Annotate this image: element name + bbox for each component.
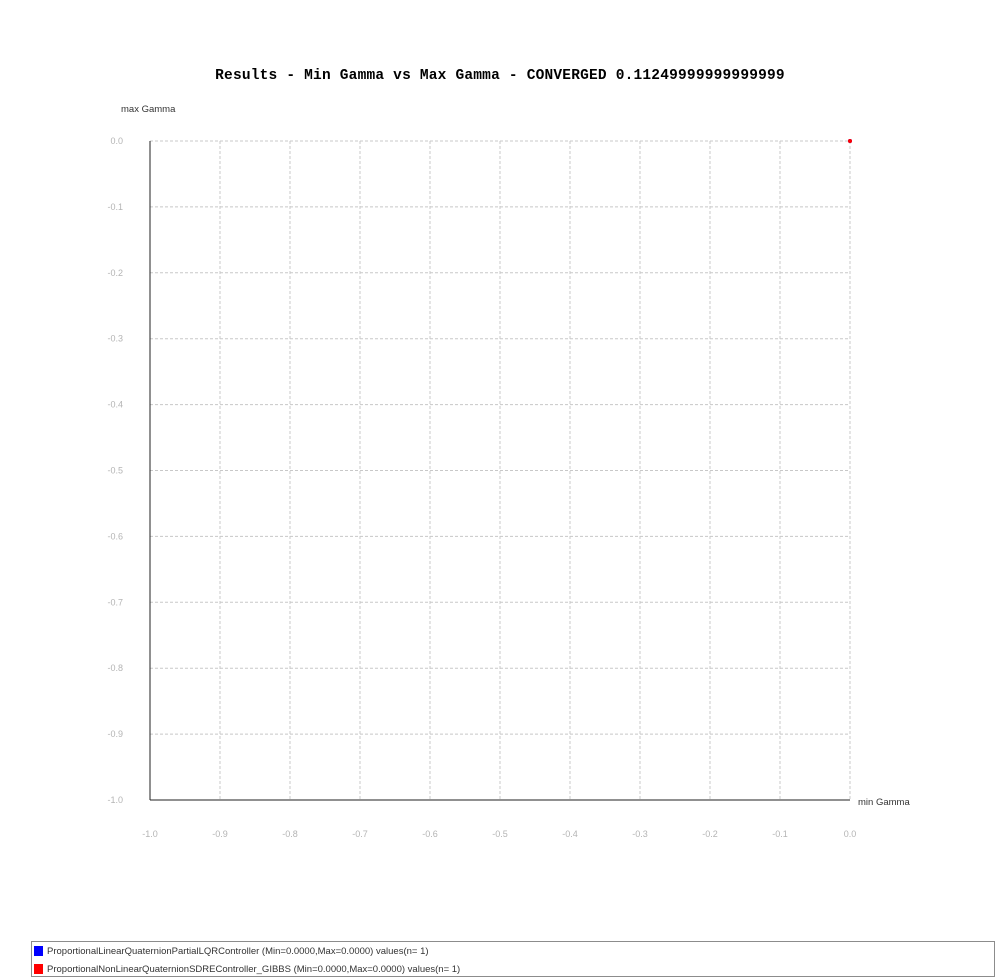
legend-label-lqr: ProportionalLinearQuaternionPartialLQRCo… xyxy=(47,946,429,957)
scatter-plot: -1.0 -0.9 -0.8 -0.7 -0.6 -0.5 -0.4 -0.3 -0.2 -0.1… xyxy=(0,0,1000,940)
y-tick-labels: 0.0 -0.1 -0.2 -0.3 -0.4 -0.5 -0.6 -0.7 -0.8 -0.9 -… xyxy=(107,136,123,805)
y-tick-label: -0.6 xyxy=(107,531,123,541)
legend-swatch-sdre xyxy=(34,964,43,974)
y-tick-label: 0.0 xyxy=(110,136,123,146)
legend-item-sdre: ProportionalNonLinearQuaternionSDREContr… xyxy=(34,961,460,977)
y-axis-label: max Gamma xyxy=(121,104,176,115)
x-axis-label: min Gamma xyxy=(858,797,910,808)
x-tick-labels: -1.0 -0.9 -0.8 -0.7 -0.6 -0.5 -0.4 -0.3 -0.2 -0.1… xyxy=(142,829,856,839)
data-points xyxy=(848,139,852,143)
x-tick-label: -0.3 xyxy=(632,829,648,839)
y-tick-label: -0.3 xyxy=(107,334,123,344)
y-tick-label: -0.9 xyxy=(107,729,123,739)
x-tick-label: -0.2 xyxy=(702,829,718,839)
y-tick-label: -0.2 xyxy=(107,268,123,278)
x-tick-label: -0.7 xyxy=(352,829,368,839)
y-tick-label: -0.5 xyxy=(107,466,123,476)
legend-label-sdre: ProportionalNonLinearQuaternionSDREContr… xyxy=(47,964,460,975)
x-tick-label: -0.8 xyxy=(282,829,298,839)
grid xyxy=(150,141,850,800)
y-tick-label: -0.4 xyxy=(107,400,123,410)
data-point-series-1 xyxy=(848,139,852,143)
legend-item-lqr: ProportionalLinearQuaternionPartialLQRCo… xyxy=(34,943,429,959)
x-tick-label: -0.5 xyxy=(492,829,508,839)
y-tick-label: -1.0 xyxy=(107,795,123,805)
y-tick-label: -0.8 xyxy=(107,663,123,673)
y-tick-label: -0.7 xyxy=(107,597,123,607)
x-tick-label: -1.0 xyxy=(142,829,158,839)
legend-swatch-lqr xyxy=(34,946,43,956)
x-tick-label: 0.0 xyxy=(844,829,857,839)
x-tick-label: -0.9 xyxy=(212,829,228,839)
y-tick-label: -0.1 xyxy=(107,202,123,212)
x-tick-label: -0.1 xyxy=(772,829,788,839)
legend: ProportionalLinearQuaternionPartialLQRCo… xyxy=(31,941,995,977)
x-tick-label: -0.6 xyxy=(422,829,438,839)
x-tick-label: -0.4 xyxy=(562,829,578,839)
